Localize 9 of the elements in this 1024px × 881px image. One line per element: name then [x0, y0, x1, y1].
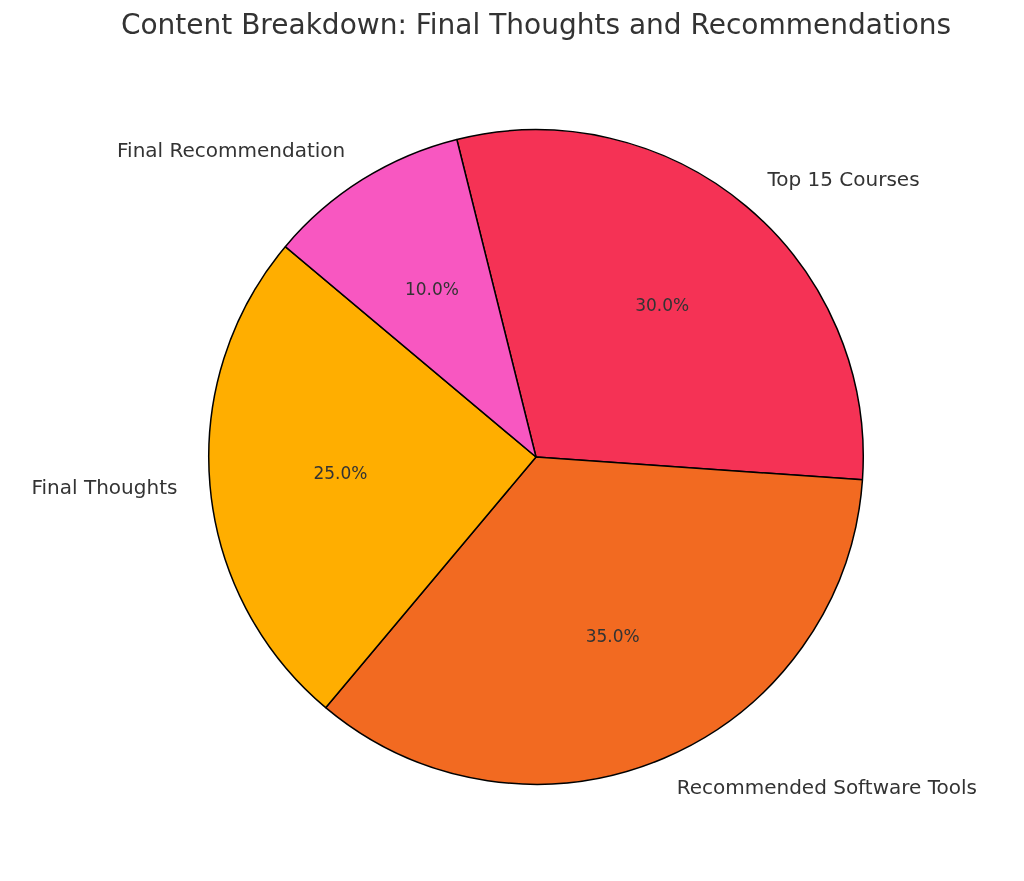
slice-label: Final Recommendation [117, 137, 346, 162]
data-label: 10.0% [404, 278, 459, 299]
slice-label: Final Thoughts [31, 474, 178, 499]
data-label: 30.0% [635, 295, 690, 316]
data-label: 35.0% [585, 626, 640, 647]
chart-title: Content Breakdown: Final Thoughts and Recommendations [120, 8, 952, 42]
data-label: 25.0% [313, 462, 368, 483]
slice-label: Top 15 Courses [766, 167, 920, 192]
slice-label: Recommended Software Tools [676, 774, 977, 799]
